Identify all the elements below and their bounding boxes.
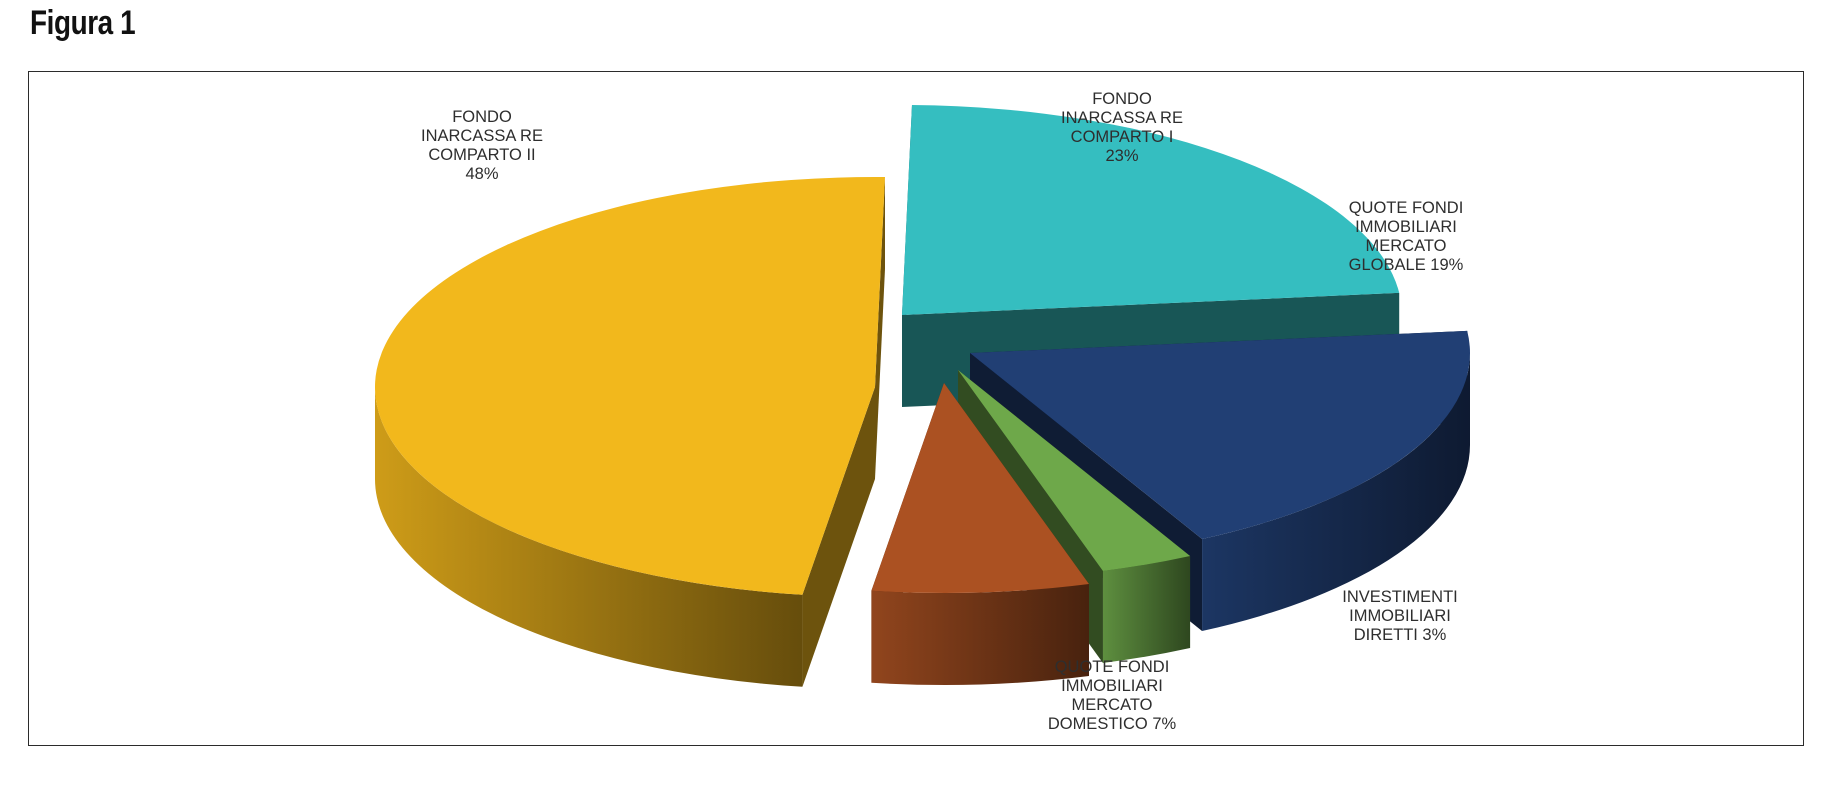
slice-label-line: QUOTE FONDI [1349, 199, 1464, 217]
slice-label-line: MERCATO [1366, 237, 1447, 255]
slice-rim [871, 583, 1089, 685]
slice-rim [375, 387, 803, 687]
slice-label-line: INARCASSA RE [421, 127, 543, 145]
slice-label-line: MERCATO [1072, 696, 1153, 714]
slice-label-line: IMMOBILIARI [1349, 607, 1451, 625]
chart-frame [28, 71, 1804, 746]
pie-slice [970, 330, 1470, 540]
slice-label: QUOTE FONDI IMMOBILIARI MERCATO GLOBALE 19% [1349, 199, 1464, 274]
slice-label: QUOTE FONDI IMMOBILIARI MERCATO DOMESTICO 7… [1048, 658, 1177, 733]
figure-title: Figura 1 [30, 4, 136, 42]
slice-label-line: FONDO [1092, 90, 1152, 108]
pie-slice [902, 105, 1400, 316]
slice-rim [1102, 556, 1191, 663]
slice-labels: FONDO INARCASSA RE COMPARTO I 23%QUOTE FOND… [421, 90, 1464, 733]
slice-cut-face [875, 177, 885, 479]
slice-label-line: 23% [1105, 147, 1138, 165]
slice-label-line: INARCASSA RE [1061, 109, 1183, 127]
pie-slice [958, 370, 1191, 571]
slice-cut-face [802, 387, 875, 687]
slice-label: FONDO INARCASSA RE COMPARTO II 48% [421, 108, 543, 183]
slice-label-line: DIRETTI 3% [1354, 626, 1447, 644]
slice-label: INVESTIMENTI IMMOBILIARI DIRETTI 3% [1342, 588, 1458, 644]
slice-label-line: DOMESTICO 7% [1048, 715, 1177, 733]
pie-slice [374, 177, 885, 595]
slice-label: FONDO INARCASSA RE COMPARTO I 23% [1061, 90, 1183, 165]
slice-label-line: IMMOBILIARI [1355, 218, 1457, 236]
slice-label-line: QUOTE FONDI [1055, 658, 1170, 676]
pie-slice [871, 383, 1089, 594]
slice-label-line: COMPARTO II [428, 146, 535, 164]
pie-tops [374, 105, 1470, 595]
slice-label-line: 48% [465, 165, 498, 183]
slice-rim [1202, 353, 1470, 632]
slice-label-line: COMPARTO I [1071, 128, 1174, 146]
slice-label-line: GLOBALE 19% [1349, 256, 1464, 274]
slice-label-line: IMMOBILIARI [1061, 677, 1163, 695]
slice-label-line: INVESTIMENTI [1342, 588, 1458, 606]
slice-label-line: FONDO [452, 108, 512, 126]
